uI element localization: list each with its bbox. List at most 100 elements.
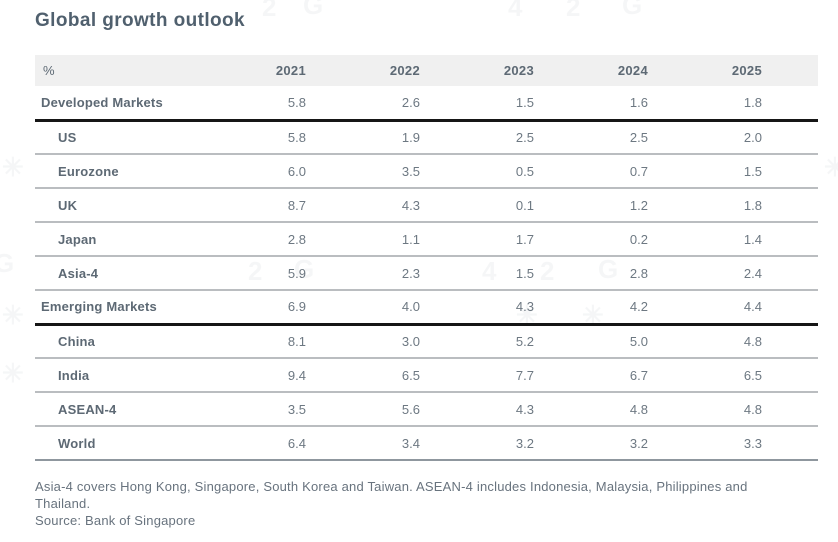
cell-value: 2.8	[590, 256, 704, 291]
year-column-header: 2023	[476, 55, 590, 86]
year-column-header: 2025	[704, 55, 818, 86]
cell-value: 1.7	[476, 222, 590, 257]
cell-value: 3.5	[362, 154, 476, 189]
cell-value: 2.4	[704, 256, 818, 291]
cell-value: 5.8	[248, 120, 362, 155]
cell-value: 1.5	[704, 154, 818, 189]
row-label: India	[35, 358, 248, 393]
table-row: Eurozone 6.0 3.5 0.5 0.7 1.5	[35, 154, 818, 189]
cell-value: 4.3	[362, 188, 476, 223]
cell-value: 2.5	[476, 120, 590, 155]
cell-value: 1.6	[590, 86, 704, 122]
cell-value: 6.0	[248, 154, 362, 189]
table-row: Asia-4 5.9 2.3 1.5 2.8 2.4	[35, 256, 818, 291]
year-column-header: 2022	[362, 55, 476, 86]
table-row: Developed Markets 5.8 2.6 1.5 1.6 1.8	[35, 86, 818, 122]
cell-value: 3.0	[362, 324, 476, 359]
cell-value: 2.6	[362, 86, 476, 122]
cell-value: 3.4	[362, 426, 476, 461]
table-row: World 6.4 3.4 3.2 3.2 3.3	[35, 426, 818, 461]
cell-value: 5.9	[248, 256, 362, 291]
cell-value: 1.9	[362, 120, 476, 155]
row-label: UK	[35, 188, 248, 223]
cell-value: 4.3	[476, 392, 590, 427]
cell-value: 3.2	[590, 426, 704, 461]
cell-value: 5.6	[362, 392, 476, 427]
growth-outlook-table: % 2021 2022 2023 2024 2025 Developed Markets…	[35, 55, 818, 461]
watermark-star-icon: ✳	[824, 152, 838, 182]
cell-value: 8.7	[248, 188, 362, 223]
footnote-source: Source: Bank of Singapore	[35, 513, 196, 529]
table-body: Developed Markets 5.8 2.6 1.5 1.6 1.8 US 5.8 1.9…	[35, 86, 818, 461]
cell-value: 1.5	[476, 256, 590, 291]
cell-value: 0.1	[476, 188, 590, 223]
unit-header: %	[35, 55, 248, 86]
row-label: Developed Markets	[35, 86, 248, 122]
row-label: Asia-4	[35, 256, 248, 291]
cell-value: 0.7	[590, 154, 704, 189]
row-label: World	[35, 426, 248, 461]
cell-value: 5.8	[248, 86, 362, 122]
row-label: ASEAN-4	[35, 392, 248, 427]
cell-value: 2.3	[362, 256, 476, 291]
table-row: India 9.4 6.5 7.7 6.7 6.5	[35, 358, 818, 393]
watermark-glyph: G	[303, 0, 324, 20]
cell-value: 1.5	[476, 86, 590, 122]
row-label: Japan	[35, 222, 248, 257]
cell-value: 4.3	[476, 290, 590, 326]
table-row: Emerging Markets 6.9 4.0 4.3 4.2 4.4	[35, 290, 818, 326]
cell-value: 0.5	[476, 154, 590, 189]
cell-value: 3.2	[476, 426, 590, 461]
watermark-star-icon: ✳	[2, 300, 24, 330]
cell-value: 5.0	[590, 324, 704, 359]
year-column-header: 2024	[590, 55, 704, 86]
cell-value: 2.0	[704, 120, 818, 155]
cell-value: 5.2	[476, 324, 590, 359]
cell-value: 1.4	[704, 222, 818, 257]
table-row: China 8.1 3.0 5.2 5.0 4.8	[35, 324, 818, 359]
cell-value: 4.2	[590, 290, 704, 326]
cell-value: 9.4	[248, 358, 362, 393]
cell-value: 8.1	[248, 324, 362, 359]
cell-value: 3.5	[248, 392, 362, 427]
cell-value: 0.2	[590, 222, 704, 257]
cell-value: 6.4	[248, 426, 362, 461]
cell-value: 1.8	[704, 86, 818, 122]
cell-value: 4.0	[362, 290, 476, 326]
cell-value: 4.8	[704, 324, 818, 359]
table-row: US 5.8 1.9 2.5 2.5 2.0	[35, 120, 818, 155]
cell-value: 3.3	[704, 426, 818, 461]
footnote-definitions: Asia-4 covers Hong Kong, Singapore, Sout…	[35, 479, 748, 512]
table-row: Japan 2.8 1.1 1.7 0.2 1.4	[35, 222, 818, 257]
row-label: China	[35, 324, 248, 359]
table-row: ASEAN-4 3.5 5.6 4.3 4.8 4.8	[35, 392, 818, 427]
watermark-glyph: 2	[262, 0, 277, 22]
watermark-glyph: G	[0, 248, 15, 278]
row-label: Emerging Markets	[35, 290, 248, 326]
cell-value: 4.8	[704, 392, 818, 427]
watermark-star-icon: ✳	[2, 358, 24, 388]
cell-value: 2.5	[590, 120, 704, 155]
cell-value: 2.8	[248, 222, 362, 257]
row-label: Eurozone	[35, 154, 248, 189]
watermark-star-icon: ✳	[2, 152, 24, 182]
watermark-glyph: G	[622, 0, 643, 20]
cell-value: 1.2	[590, 188, 704, 223]
cell-value: 6.9	[248, 290, 362, 326]
watermark-glyph: 4	[508, 0, 523, 22]
page-title: Global growth outlook	[35, 10, 245, 31]
cell-value: 7.7	[476, 358, 590, 393]
cell-value: 4.4	[704, 290, 818, 326]
cell-value: 6.5	[362, 358, 476, 393]
cell-value: 1.8	[704, 188, 818, 223]
cell-value: 6.7	[590, 358, 704, 393]
table-header-row: % 2021 2022 2023 2024 2025	[35, 55, 818, 86]
watermark-glyph: 2	[566, 0, 581, 22]
cell-value: 1.1	[362, 222, 476, 257]
year-column-header: 2021	[248, 55, 362, 86]
row-label: US	[35, 120, 248, 155]
footnotes: Asia-4 covers Hong Kong, Singapore, Sout…	[35, 478, 783, 529]
cell-value: 6.5	[704, 358, 818, 393]
cell-value: 4.8	[590, 392, 704, 427]
